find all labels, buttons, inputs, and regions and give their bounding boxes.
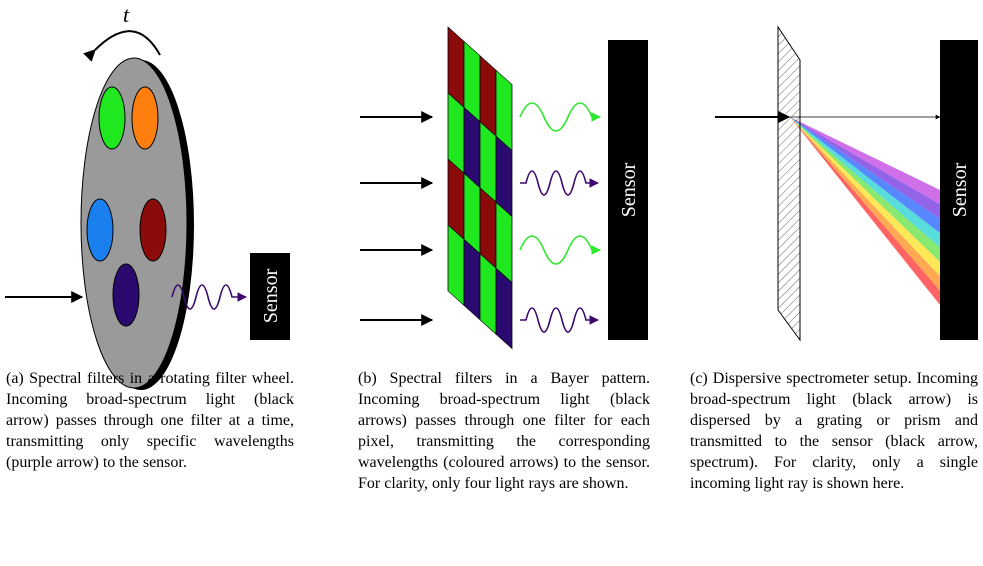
wave-arrow (520, 308, 598, 332)
spectrum (790, 117, 940, 305)
filter (87, 199, 113, 261)
panel-c: Sensor (715, 27, 978, 340)
filter-cell (448, 225, 464, 305)
filter-cell (464, 239, 480, 319)
panel-a: t Sensor (5, 2, 290, 390)
grating (778, 27, 800, 340)
panel-b: Sensor (360, 27, 648, 349)
caption: (b) Spectral filters in a Bayer pattern.… (358, 368, 650, 494)
filter (99, 87, 125, 149)
caption: (c) Dispersive spectrometer setup. Incom… (690, 368, 978, 494)
filter-cell (496, 268, 512, 348)
sensor-label: Sensor (618, 162, 640, 217)
sensor-label: Sensor (949, 162, 971, 217)
wave-arrow (520, 103, 600, 131)
filter (132, 87, 158, 149)
bayer-filter (448, 27, 512, 349)
caption: (a) Spectral filters in a rotating filte… (6, 368, 294, 473)
sensor-label: Sensor (260, 268, 282, 323)
filter (140, 199, 166, 261)
filter (113, 264, 139, 326)
filter-cell (480, 254, 496, 334)
spectrum-band (790, 117, 940, 233)
rotation-label: t (123, 2, 130, 27)
figure: t Sensor Sensor Sensor (a) Spectral filt… (0, 0, 983, 566)
rotation-arrow (95, 31, 160, 55)
wave-arrow (520, 236, 600, 264)
wave-arrow (520, 171, 598, 195)
